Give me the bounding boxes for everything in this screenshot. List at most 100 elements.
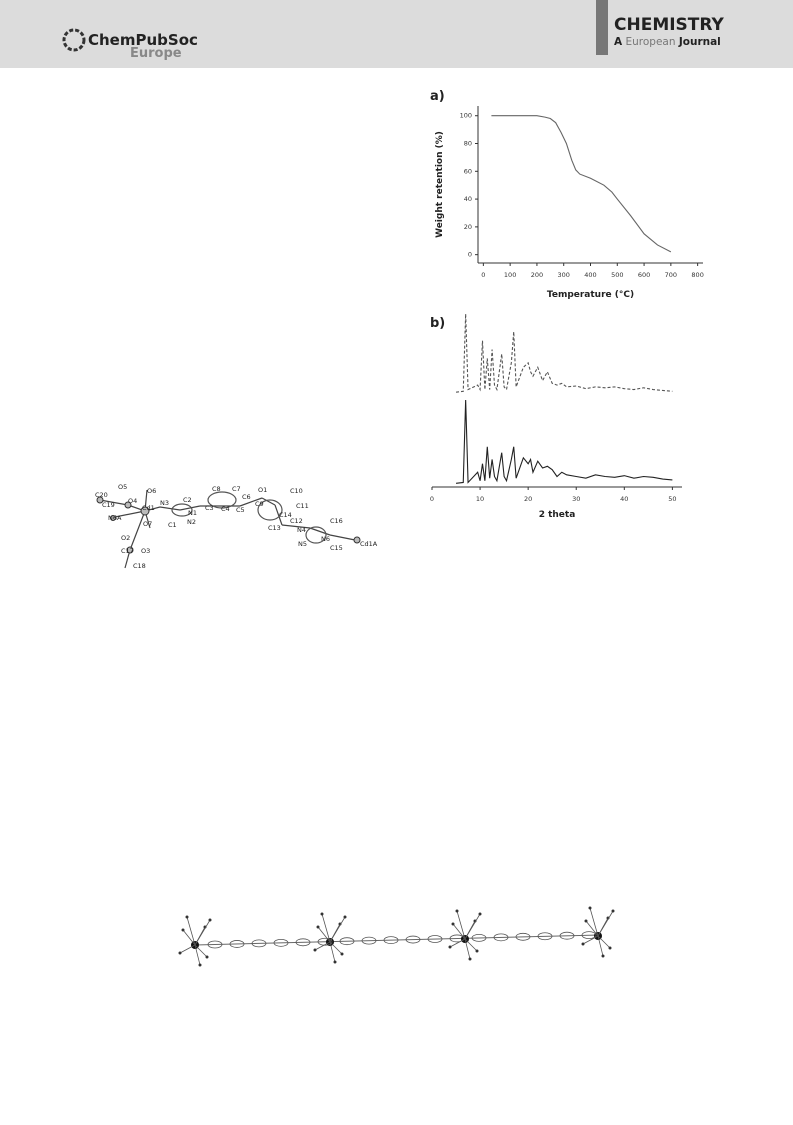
- ligand-atom: [320, 912, 324, 916]
- y-tick-label: 60: [464, 167, 472, 175]
- y-tick-label: 0: [468, 251, 472, 259]
- x-axis-title: 2 theta: [539, 510, 576, 520]
- x-tick-label: 30: [572, 495, 580, 503]
- chain-ring: [229, 940, 245, 948]
- y-axis-title: Weight retention (%): [435, 131, 445, 238]
- atom-label: C11: [296, 502, 309, 510]
- journal-european: European: [625, 36, 675, 48]
- ligand-bond: [329, 941, 336, 963]
- ligand-atom: [313, 948, 317, 952]
- y-tick-label: 40: [464, 195, 472, 203]
- chain-ring: [383, 936, 399, 944]
- bond: [99, 499, 129, 506]
- ligand-atom: [181, 928, 185, 932]
- ligand-bond: [329, 916, 346, 943]
- ligand-bond: [321, 913, 331, 943]
- ligand-bond: [314, 941, 331, 951]
- bond: [329, 534, 356, 541]
- ligand-atom: [611, 909, 615, 913]
- bond: [179, 505, 201, 511]
- ligand-bond: [464, 938, 478, 952]
- ring: [257, 499, 283, 521]
- atom-label: N1: [188, 509, 197, 517]
- atom-label: C9: [255, 500, 264, 508]
- atom-label: C8: [212, 485, 221, 493]
- chain-ring: [317, 937, 333, 946]
- polymer-chain: [178, 906, 615, 967]
- bond: [239, 497, 263, 507]
- ligand-bond: [597, 935, 611, 949]
- journal-sub: A European Journal: [614, 36, 721, 48]
- journal-name: CHEMISTRY: [614, 15, 725, 35]
- ligand-atom: [316, 925, 320, 929]
- ligand-atom: [343, 915, 347, 919]
- bond: [109, 510, 146, 519]
- atom-label: N6A: [108, 514, 122, 522]
- x-tick-label: 300: [558, 271, 570, 279]
- chain-ring: [273, 938, 289, 947]
- atom-label: O2: [121, 534, 130, 542]
- ligand-atom: [451, 922, 455, 926]
- ligand-bond: [456, 910, 466, 940]
- data-line: [491, 115, 672, 253]
- x-axis-title: Temperature (°C): [547, 290, 634, 300]
- x-tick-label: 100: [504, 271, 516, 279]
- chain-ring: [427, 935, 443, 943]
- atom-label: C12: [290, 517, 303, 525]
- ligand-bond: [194, 944, 201, 966]
- chain-ring: [581, 931, 597, 940]
- atom-label: N6: [321, 535, 330, 543]
- atom-label: O7: [143, 520, 152, 528]
- bond: [159, 506, 181, 511]
- x-tick-label: 0: [481, 271, 485, 279]
- atom-label: O5: [118, 483, 127, 491]
- x-tick-label: 400: [584, 271, 596, 279]
- atom-label: C14: [279, 511, 292, 519]
- atom-label: C15: [330, 544, 343, 552]
- chain-ring: [449, 934, 465, 943]
- ligand-atom: [581, 942, 585, 946]
- ligand-atom: [475, 949, 479, 953]
- x-tick-label: 700: [665, 271, 677, 279]
- chain-backbone: [194, 934, 601, 946]
- atom-label: C20: [95, 491, 108, 499]
- atom-label: O6: [147, 487, 156, 495]
- x-tick-label: 20: [524, 495, 532, 503]
- chain-ring: [559, 931, 575, 940]
- atom-label: Cd1: [142, 504, 155, 512]
- chain-ring: [515, 932, 531, 941]
- ligand-atom: [478, 912, 482, 916]
- ligand-atom: [178, 951, 182, 955]
- journal-a: A: [614, 36, 623, 48]
- ring: [305, 526, 327, 544]
- ligand-bond: [464, 913, 481, 940]
- atom-label: N5: [298, 540, 307, 548]
- ligand-atom: [205, 955, 209, 959]
- x-tick-label: 200: [531, 271, 543, 279]
- ligand-atom: [455, 909, 459, 913]
- atom-label: C1: [168, 521, 177, 529]
- data-line: [455, 399, 673, 484]
- ligand-atom: [333, 960, 337, 964]
- ligand-atom: [588, 906, 592, 910]
- atom: [353, 536, 361, 544]
- y-tick-label: 20: [464, 223, 472, 231]
- ligand-atom: [448, 945, 452, 949]
- atom-label: N4: [297, 526, 306, 534]
- x-tick-label: 40: [620, 495, 628, 503]
- ligand-atom: [584, 919, 588, 923]
- atom-label: C18: [133, 562, 146, 570]
- atom: [96, 496, 104, 504]
- x-tick-label: 10: [476, 495, 484, 503]
- chain-ring: [295, 938, 311, 947]
- atom: [140, 506, 150, 516]
- ligand-bond: [182, 929, 196, 946]
- bond: [274, 504, 283, 526]
- chain-ring: [471, 934, 487, 942]
- y-tick-label: 100: [460, 112, 472, 120]
- x-tick-label: 50: [668, 495, 676, 503]
- atom: [110, 515, 116, 521]
- atom-label: C19: [102, 501, 115, 509]
- x-tick-label: 0: [430, 495, 434, 503]
